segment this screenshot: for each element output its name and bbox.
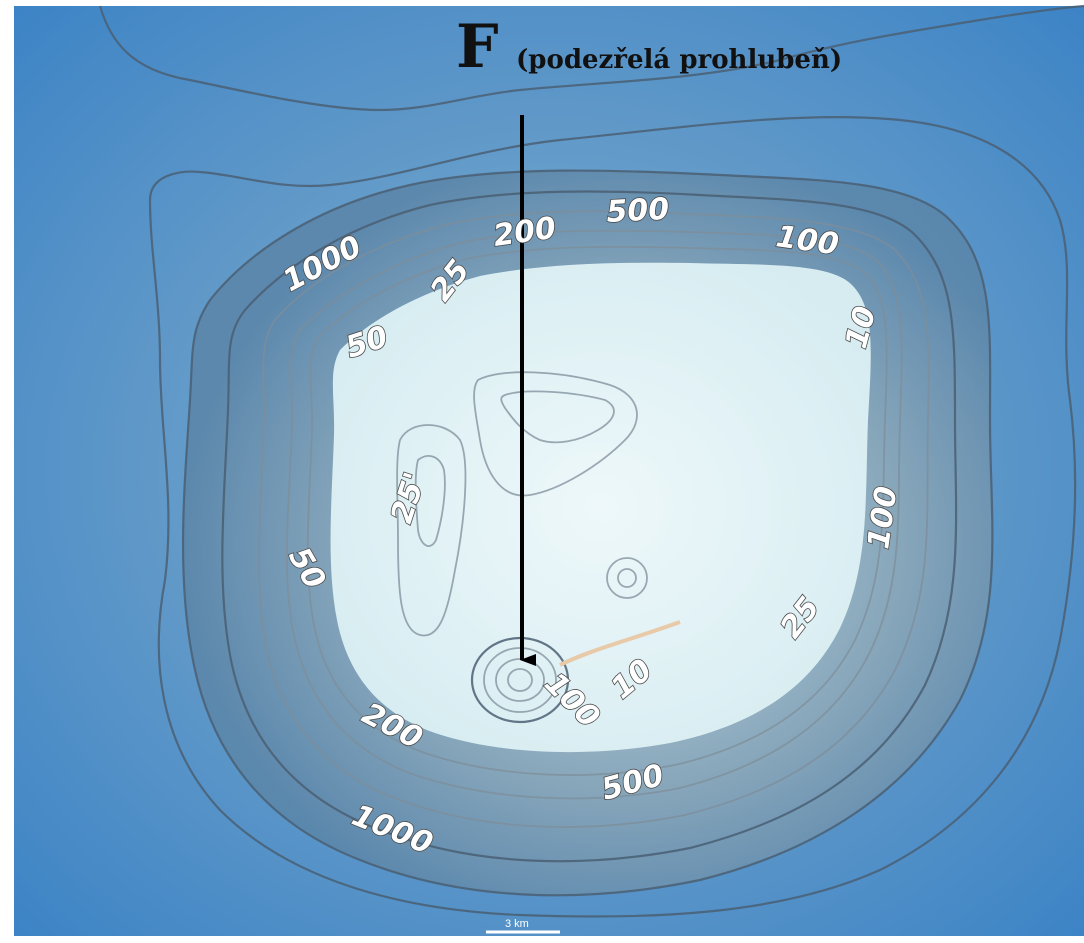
contour-500 (221, 190, 958, 863)
contour-island-outer (396, 424, 467, 637)
label-500-n: 500 (606, 192, 670, 230)
summit-plateau (330, 262, 871, 753)
label-100-ne: 100 (774, 219, 841, 262)
annotation-caption: (podezřelá prohlubeň) (516, 45, 842, 75)
depression-f-ring-4 (507, 668, 533, 692)
contour-seamount-ring-inner (617, 568, 637, 588)
scale-bar: 3 km (486, 918, 560, 934)
contour-200 (258, 210, 930, 828)
contour-triangle-outer (473, 371, 638, 497)
scale-bar-label: 3 km (505, 918, 529, 930)
contour-outer-deep (98, 4, 1084, 112)
contour-50 (306, 245, 888, 776)
contour-seamount-ring-outer (606, 557, 648, 599)
annotation-letter: F (456, 12, 499, 82)
contour-outer-2 (148, 115, 1077, 918)
rift-line (559, 620, 681, 667)
contour-island-inner (414, 455, 446, 547)
contour-triangle-inner (500, 390, 615, 444)
contour-100 (285, 229, 903, 800)
contour-1000 (181, 169, 994, 897)
